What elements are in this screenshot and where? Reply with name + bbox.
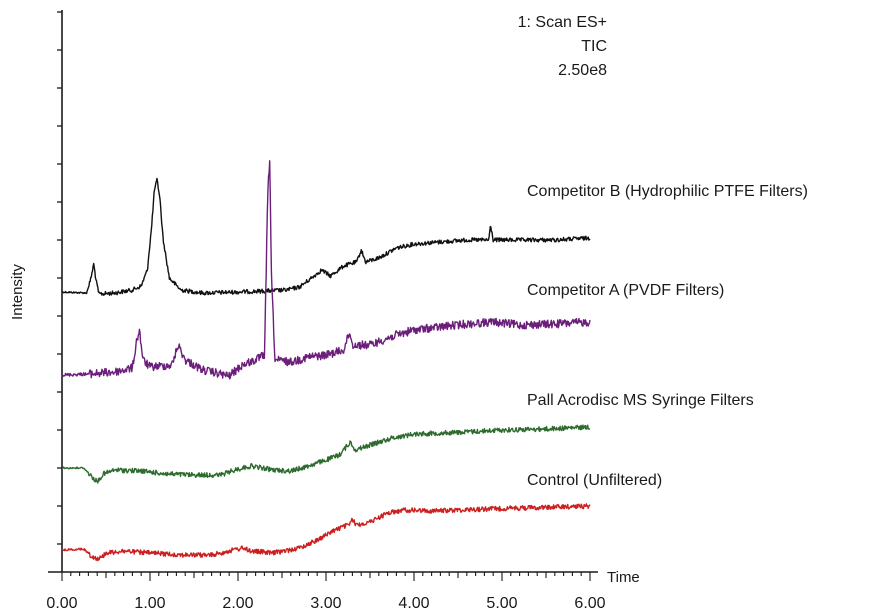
series-trace-0	[61, 177, 591, 296]
x-tick-label: 5.00	[486, 595, 517, 612]
scan-annotation-line-3: 2.50e8	[558, 62, 607, 79]
series-trace-2	[61, 424, 591, 484]
x-axis-ticks	[61, 572, 591, 581]
x-tick-label: 3.00	[310, 595, 341, 612]
x-tick-label: 6.00	[574, 595, 605, 612]
y-axis-ticks	[57, 11, 62, 545]
series-label-control: Control (Unfiltered)	[527, 472, 662, 489]
y-axis-title: Intensity	[9, 264, 26, 320]
series-label-competitor-b: Competitor B (Hydrophilic PTFE Filters)	[527, 183, 808, 200]
x-tick-label: 0.00	[46, 595, 77, 612]
x-axis-title: Time	[607, 569, 640, 586]
series-label-pall-acrodisc: Pall Acrodisc MS Syringe Filters	[527, 392, 754, 409]
series-trace-3	[61, 503, 591, 562]
series-label-competitor-a: Competitor A (PVDF Filters)	[527, 282, 724, 299]
x-axis-tick-labels: 0.00 1.00 2.00 3.00 4.00 5.00 6.00	[46, 595, 605, 612]
scan-annotation-line-1: 1: Scan ES+	[518, 14, 607, 31]
x-tick-label: 1.00	[134, 595, 165, 612]
x-tick-label: 2.00	[222, 595, 253, 612]
scan-annotation-line-2: TIC	[581, 38, 607, 55]
series-trace-1	[61, 160, 591, 380]
x-tick-label: 4.00	[398, 595, 429, 612]
series-traces	[61, 160, 591, 562]
